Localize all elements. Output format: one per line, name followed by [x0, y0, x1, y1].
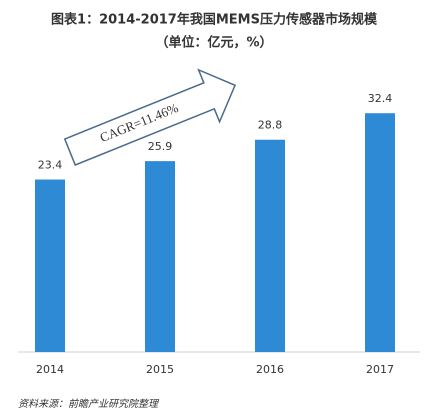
x-tick-label: 2017 — [366, 363, 394, 376]
bar — [365, 113, 395, 352]
data-label: 23.4 — [38, 159, 63, 172]
bar — [255, 139, 285, 352]
bar — [145, 161, 175, 352]
cagr-arrow: CAGR=11.46% — [63, 68, 237, 166]
chart-subtitle: （单位：亿元，%） — [155, 35, 272, 51]
x-tick-label: 2016 — [256, 363, 284, 376]
chart-title: 图表1：2014-2017年我国MEMS压力传感器市场规模 — [51, 12, 378, 28]
data-label: 28.8 — [258, 119, 283, 132]
data-label: 25.9 — [148, 140, 173, 153]
x-tick-label: 2015 — [146, 363, 174, 376]
data-label: 32.4 — [368, 92, 393, 105]
source: 资料来源：前瞻产业研究院整理 — [18, 398, 160, 410]
x-tick-label: 2014 — [36, 363, 64, 376]
bar — [35, 179, 65, 352]
arrow-shape — [63, 68, 237, 166]
